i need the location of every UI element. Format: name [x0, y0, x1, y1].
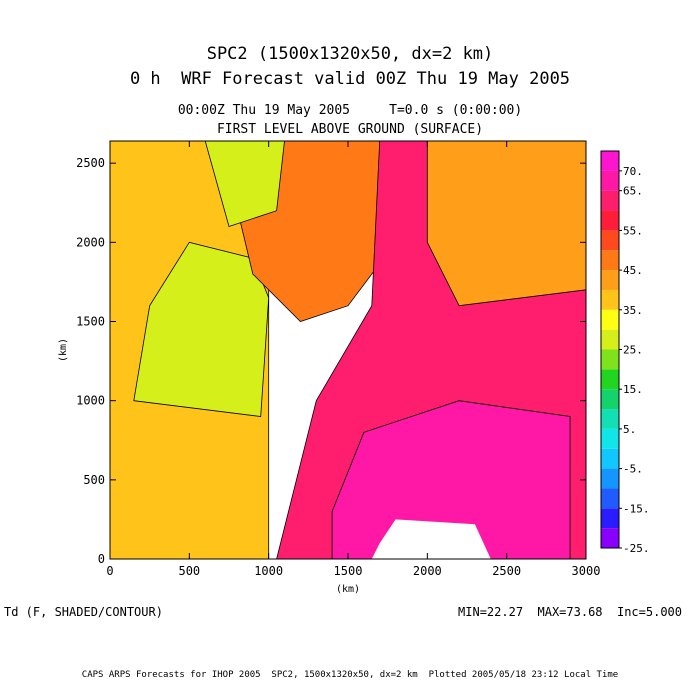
colorbar-label: 5. — [623, 423, 636, 436]
colorbar-bin — [601, 170, 619, 191]
colorbar-bin — [601, 448, 619, 469]
colorbar-bin — [601, 309, 619, 330]
x-tick-label: 0 — [106, 564, 113, 578]
x-tick-label: 500 — [178, 564, 200, 578]
region-great-lakes — [426, 141, 586, 307]
colorbar-label: 15. — [623, 383, 643, 396]
x-axis-label: (km) — [336, 584, 360, 595]
x-tick-label: 1000 — [254, 564, 283, 578]
y-tick-label: 1500 — [76, 315, 105, 329]
colorbar-bin — [601, 270, 619, 290]
x-tick-label: 2000 — [413, 564, 442, 578]
colorbar-label: 45. — [623, 264, 643, 277]
stats-label: MIN=22.27 MAX=73.68 Inc=5.000 — [458, 605, 682, 619]
colorbar-bin — [601, 389, 619, 410]
region-gulf — [371, 519, 491, 559]
level-label: FIRST LEVEL ABOVE GROUND (SURFACE) — [216, 122, 484, 137]
chart-subtitle: 0 h WRF Forecast valid 00Z Thu 19 May 20… — [129, 69, 571, 89]
colorbar-bin — [601, 349, 619, 370]
colorbar-bin — [601, 329, 619, 350]
x-tick-label: 1500 — [334, 564, 363, 578]
colorbar-bin — [601, 428, 619, 449]
y-tick-label: 2500 — [76, 156, 105, 170]
colorbar-bin — [601, 528, 619, 548]
valid-time-label: 00:00Z Thu 19 May 2005 T=0.0 s (0:00:00) — [177, 103, 523, 118]
y-axis-label: (km) — [58, 338, 69, 362]
colorbar-bin — [601, 250, 619, 271]
colorbar-bin — [601, 230, 619, 251]
chart-title: SPC2 (1500x1320x50, dx=2 km) — [206, 44, 494, 64]
y-tick-label: 2000 — [76, 235, 105, 249]
colorbar-bin — [601, 468, 619, 489]
colorbar-label: -15. — [623, 502, 650, 515]
heatmap-field — [110, 141, 586, 559]
colorbar-bin — [601, 210, 619, 231]
colorbar-bin — [601, 508, 619, 529]
colorbar-bin — [601, 190, 619, 211]
region-montana-dry — [204, 141, 285, 228]
colorbar-label: 70. — [623, 165, 643, 178]
colorbar-bin — [601, 409, 619, 429]
x-tick-label: 2500 — [492, 564, 521, 578]
colorbar-label: -25. — [623, 542, 650, 555]
colorbar-bin — [601, 151, 619, 171]
credits-footer: CAPS ARPS Forecasts for IHOP 2005 SPC2, … — [81, 670, 619, 680]
colorbar-label: -5. — [623, 463, 643, 476]
colorbar-label: 25. — [623, 344, 643, 357]
colorbar-bin — [601, 289, 619, 310]
colorbar-label: 65. — [623, 185, 643, 198]
region-gulf-coast — [331, 400, 571, 559]
y-tick-label: 1000 — [76, 394, 105, 408]
variable-label: Td (F, SHADED/CONTOUR) — [4, 605, 163, 619]
colorbar-bin — [601, 488, 619, 509]
x-tick-label: 3000 — [572, 564, 601, 578]
y-tick-label: 500 — [83, 473, 105, 487]
colorbar-bin — [601, 369, 619, 390]
y-tick-label: 0 — [98, 552, 105, 566]
colorbar-label: 55. — [623, 224, 643, 237]
colorbar-label: 35. — [623, 304, 643, 317]
